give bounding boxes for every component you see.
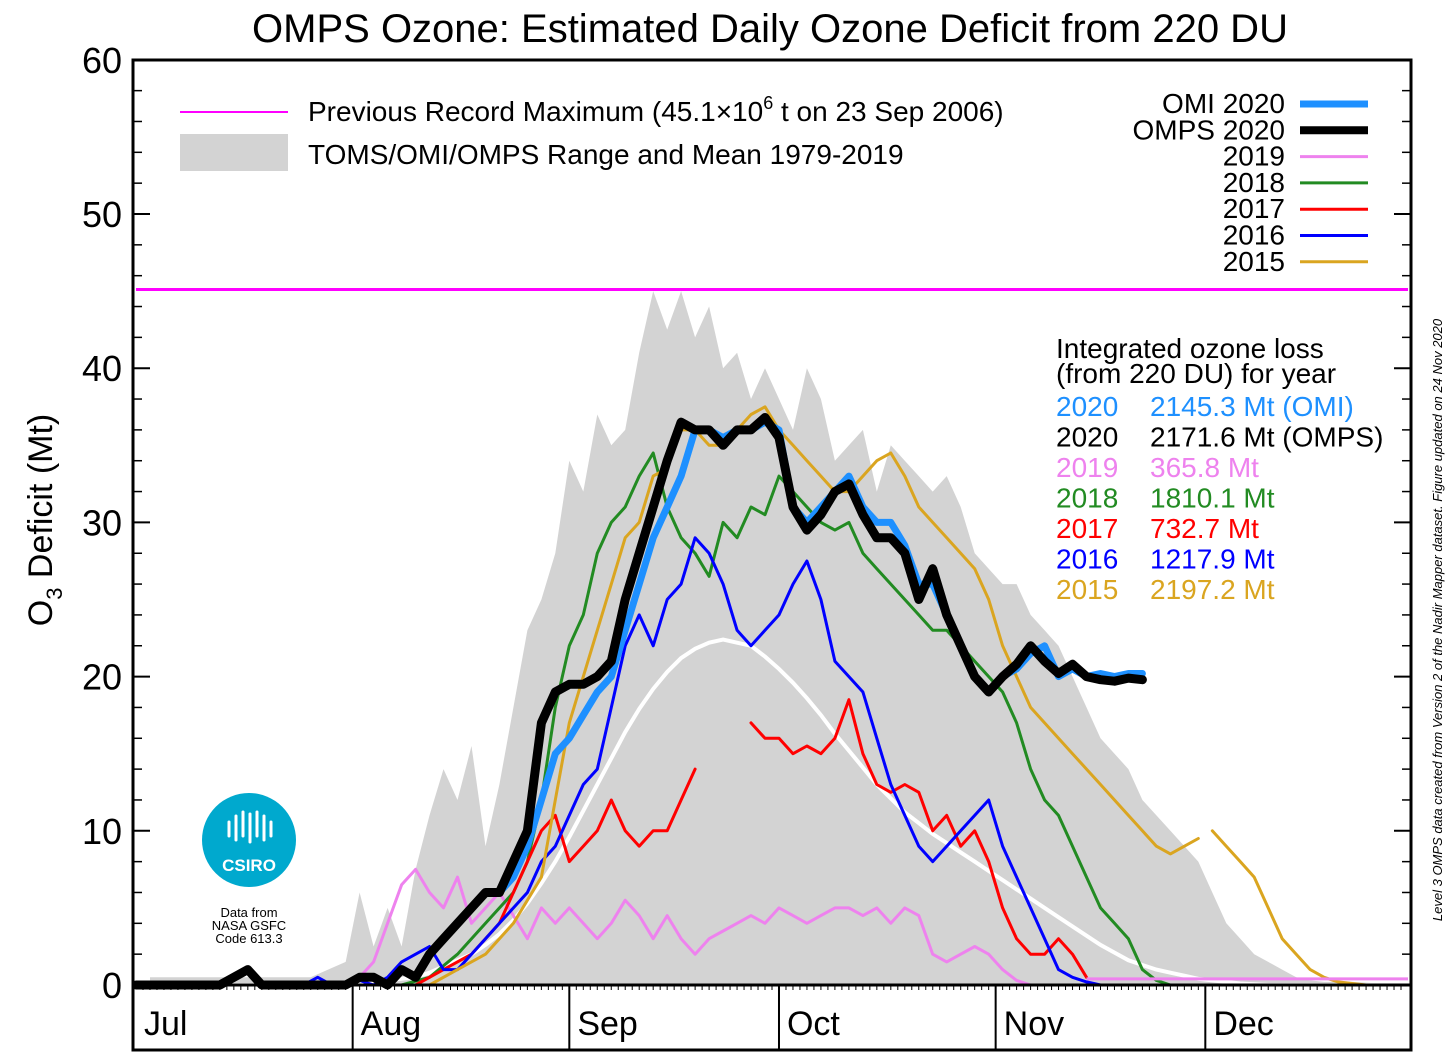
y-tick-label-50: 50 xyxy=(82,194,122,235)
side-note: Level 3 OMPS data created from Version 2… xyxy=(1430,318,1445,921)
data-credit-3: Code 613.3 xyxy=(215,931,282,946)
loss-row-year: 2020 xyxy=(1056,391,1118,422)
series-line-2019 xyxy=(316,867,1033,987)
y-tick-label-30: 30 xyxy=(82,502,122,543)
loss-row-year: 2017 xyxy=(1056,513,1118,544)
series-line-2018 xyxy=(400,451,1186,987)
legend-record-label: Previous Record Maximum (45.1×106 t on 2… xyxy=(308,93,1004,127)
legend-range-label: TOMS/OMI/OMPS Range and Mean 1979-2019 xyxy=(308,139,904,170)
loss-heading-1: Integrated ozone loss xyxy=(1056,333,1324,364)
loss-row-total: 2171.6 Mt (OMPS) xyxy=(1150,422,1383,453)
y-tick-label-20: 20 xyxy=(82,657,122,698)
legend-label-2017: 2017 xyxy=(1223,193,1285,224)
legend-label-omi-2020: OMI 2020 xyxy=(1162,88,1285,119)
loss-row-total: 2145.3 Mt (OMI) xyxy=(1150,391,1354,422)
csiro-logo-bars-icon xyxy=(227,810,273,844)
y-tick-label-10: 10 xyxy=(82,811,122,852)
legend-label-omps-2020: OMPS 2020 xyxy=(1132,114,1285,145)
csiro-logo-text: CSIRO xyxy=(222,856,276,875)
loss-row-year: 2020 xyxy=(1056,422,1118,453)
loss-row-year: 2016 xyxy=(1056,544,1118,575)
y-tick-label-60: 60 xyxy=(82,40,122,81)
legend-label-2015: 2015 xyxy=(1223,246,1285,277)
loss-row-year: 2019 xyxy=(1056,452,1118,483)
loss-heading-2: (from 220 DU) for year xyxy=(1056,358,1336,389)
loss-row-total: 365.8 Mt xyxy=(1150,452,1259,483)
loss-row-total: 732.7 Mt xyxy=(1150,513,1259,544)
data-credit-2: NASA GSFC xyxy=(212,918,286,933)
historical-range-area xyxy=(150,291,1408,986)
month-label-dec: Dec xyxy=(1213,1005,1273,1043)
integrated-loss-table: Integrated ozone loss(from 220 DU) for y… xyxy=(1056,333,1383,605)
month-label-nov: Nov xyxy=(1004,1005,1064,1043)
loss-row-total: 1217.9 Mt xyxy=(1150,544,1275,575)
historical-mean-line xyxy=(150,637,1408,987)
axes-layer: 0 10 20 30 40 50 60 Jul Aug Sep Oct Nov Dec xyxy=(82,40,1411,1050)
y-tick-label-0: 0 xyxy=(102,965,122,1006)
legend-label-2019: 2019 xyxy=(1223,141,1285,172)
plot-frame xyxy=(131,58,1413,1052)
legend-reference: Previous Record Maximum (45.1×106 t on 2… xyxy=(180,93,1004,171)
data-credit-1: Data from xyxy=(220,905,277,920)
csiro-logo: CSIRO xyxy=(202,793,296,887)
series-line-2017-part-2 xyxy=(749,698,1088,979)
month-label-oct: Oct xyxy=(787,1005,840,1043)
series-line-2016 xyxy=(302,536,1116,987)
legend-range-swatch xyxy=(180,134,288,171)
chart-title: OMPS Ozone: Estimated Daily Ozone Defici… xyxy=(252,7,1288,51)
loss-row-year: 2018 xyxy=(1056,483,1118,514)
y-tick-label-40: 40 xyxy=(82,348,122,389)
month-label-jul: Jul xyxy=(144,1005,187,1043)
y-axis-title: O3 Deficit (Mt) xyxy=(22,414,67,626)
loss-row-total: 1810.1 Mt xyxy=(1150,483,1275,514)
legend-label-2018: 2018 xyxy=(1223,167,1285,198)
historical-range-layer xyxy=(150,291,1408,987)
month-label-aug: Aug xyxy=(361,1005,422,1043)
month-label-sep: Sep xyxy=(577,1005,638,1043)
loss-row-total: 2197.2 Mt xyxy=(1150,574,1275,605)
legend-label-2016: 2016 xyxy=(1223,220,1285,251)
loss-row-year: 2015 xyxy=(1056,574,1118,605)
